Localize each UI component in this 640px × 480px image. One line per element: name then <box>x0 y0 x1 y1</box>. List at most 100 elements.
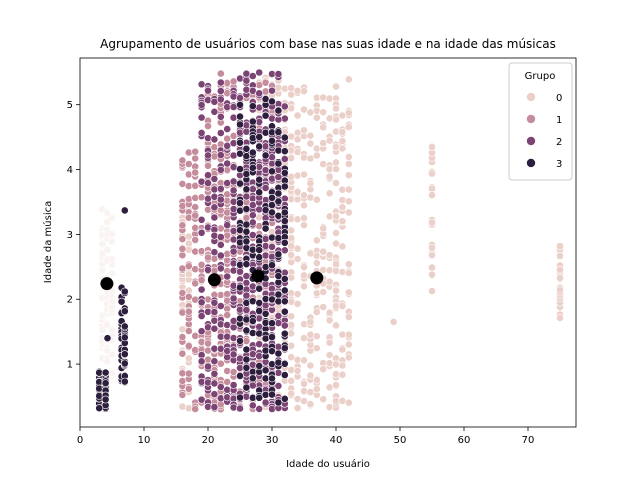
data-point-group-2 <box>210 357 219 366</box>
data-point-group-0 <box>332 228 340 237</box>
data-point-group-3 <box>261 128 270 137</box>
data-point-group-0 <box>300 397 308 405</box>
data-point-group-3 <box>117 297 126 306</box>
data-point-group-3 <box>101 395 110 404</box>
data-point-group-3 <box>236 165 244 173</box>
data-point-group-3 <box>236 112 244 121</box>
data-point-group-3 <box>242 298 251 307</box>
data-point-group-0 <box>98 240 107 249</box>
data-point-group-2 <box>197 228 206 237</box>
data-point-group-0 <box>184 270 193 279</box>
data-point-group-3 <box>242 205 251 213</box>
data-point-group-3 <box>236 120 244 129</box>
data-point-group-0 <box>306 108 315 117</box>
data-point-group-0 <box>103 218 112 227</box>
data-point-group-0 <box>108 230 116 238</box>
data-point-group-3 <box>268 261 276 270</box>
data-point-group-3 <box>242 260 251 269</box>
data-point-group-0 <box>108 269 116 278</box>
data-point-group-2 <box>280 321 289 330</box>
data-point-group-2 <box>197 285 206 294</box>
data-point-group-0 <box>98 326 107 334</box>
data-point-group-0 <box>344 398 353 407</box>
data-point-group-0 <box>287 226 296 235</box>
data-point-group-1 <box>223 79 232 87</box>
data-point-group-3 <box>261 262 270 271</box>
data-point-group-0 <box>287 90 296 99</box>
data-point-group-0 <box>338 302 347 310</box>
data-point-group-0 <box>338 345 347 354</box>
data-point-group-3 <box>255 284 264 293</box>
centroid-point <box>310 271 324 285</box>
data-point-group-2 <box>248 350 257 359</box>
data-point-group-3 <box>236 226 244 235</box>
data-point-group-2 <box>197 298 206 307</box>
data-point-group-0 <box>319 395 328 404</box>
data-point-group-0 <box>332 321 340 330</box>
data-point-group-3 <box>248 297 257 306</box>
data-point-group-3 <box>261 309 270 318</box>
data-point-group-3 <box>274 250 283 259</box>
data-point-group-0 <box>293 135 302 144</box>
data-point-group-3 <box>268 295 276 304</box>
data-point-group-3 <box>261 366 270 375</box>
data-point-group-2 <box>197 312 206 320</box>
data-point-group-1 <box>204 122 212 130</box>
data-point-group-2 <box>248 401 257 410</box>
data-point-group-3 <box>274 128 283 136</box>
data-point-group-1 <box>191 154 200 163</box>
data-point-group-0 <box>287 172 296 181</box>
data-point-group-0 <box>306 318 315 326</box>
data-point-group-0 <box>344 185 353 194</box>
data-point-group-2 <box>216 184 225 193</box>
data-point-group-2 <box>216 129 225 137</box>
data-point-group-3 <box>261 318 270 327</box>
chart-title: Agrupamento de usuários com base nas sua… <box>100 37 556 51</box>
data-point-group-0 <box>287 376 296 385</box>
data-point-group-3 <box>268 319 276 328</box>
data-point-group-0 <box>293 111 302 120</box>
data-point-group-3 <box>268 374 276 383</box>
data-point-group-2 <box>216 195 225 204</box>
data-point-group-3 <box>236 138 244 147</box>
data-point-group-3 <box>248 317 257 325</box>
data-point-group-2 <box>229 294 238 303</box>
legend: Grupo 0 1 2 3 <box>508 62 573 181</box>
data-point-group-2 <box>229 381 238 389</box>
data-point-group-1 <box>197 193 206 202</box>
data-point-group-1 <box>191 247 200 256</box>
y-tick-label: 3 <box>67 230 73 241</box>
data-point-group-2 <box>204 151 212 160</box>
x-tick-label: 20 <box>202 435 215 446</box>
data-point-group-3 <box>242 144 251 153</box>
x-tick-label: 10 <box>138 435 151 446</box>
data-point-group-3 <box>248 374 257 383</box>
centroid-point <box>207 273 221 287</box>
scatter-points <box>95 68 564 414</box>
data-point-group-3 <box>236 336 244 345</box>
data-point-group-2 <box>242 192 251 201</box>
data-point-group-3 <box>261 224 270 233</box>
data-point-group-3 <box>280 359 289 368</box>
data-point-group-0 <box>325 277 334 286</box>
data-point-group-3 <box>248 117 257 126</box>
data-point-group-3 <box>255 142 264 151</box>
data-point-group-3 <box>261 111 270 120</box>
data-point-group-3 <box>242 237 251 246</box>
data-point-group-3 <box>236 260 244 269</box>
data-point-group-0 <box>338 203 347 212</box>
data-point-group-1 <box>184 342 193 350</box>
data-point-group-2 <box>197 101 206 109</box>
data-point-group-3 <box>274 211 283 220</box>
data-point-group-2 <box>223 272 232 281</box>
data-point-group-0 <box>293 86 302 95</box>
data-point-group-0 <box>312 344 321 353</box>
data-point-group-0 <box>344 152 353 161</box>
data-point-group-0 <box>293 366 302 375</box>
data-point-group-2 <box>204 134 212 143</box>
data-point-group-0 <box>332 82 340 91</box>
data-point-group-3 <box>248 148 257 157</box>
data-point-group-2 <box>236 94 244 102</box>
legend-title: Grupo <box>525 71 556 82</box>
data-point-group-0 <box>338 396 347 405</box>
